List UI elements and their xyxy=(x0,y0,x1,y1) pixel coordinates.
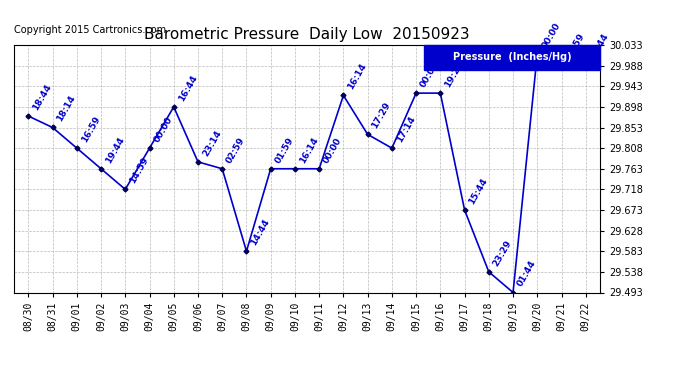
Text: 00:00: 00:00 xyxy=(322,136,344,165)
Text: 16:14: 16:14 xyxy=(297,135,320,165)
Text: 16:44: 16:44 xyxy=(177,73,199,103)
Text: 01:59: 01:59 xyxy=(273,135,295,165)
Text: 18:44: 18:44 xyxy=(31,82,53,112)
Title: Barometric Pressure  Daily Low  20150923: Barometric Pressure Daily Low 20150923 xyxy=(144,27,470,42)
Text: 01:44: 01:44 xyxy=(516,259,538,288)
Bar xyxy=(424,45,600,70)
Text: 17:29: 17:29 xyxy=(371,101,393,130)
Text: 00:00: 00:00 xyxy=(152,115,174,144)
Text: Copyright 2015 Cartronics.com: Copyright 2015 Cartronics.com xyxy=(14,25,166,35)
Text: 18:14: 18:14 xyxy=(55,94,77,123)
Text: 00:44: 00:44 xyxy=(589,32,611,62)
Text: 00:00: 00:00 xyxy=(419,60,441,89)
Text: 23:14: 23:14 xyxy=(201,128,223,158)
Text: 02:59: 02:59 xyxy=(225,135,247,165)
Text: 19:44: 19:44 xyxy=(104,135,126,165)
Text: 17:14: 17:14 xyxy=(395,114,417,144)
Text: 19:29: 19:29 xyxy=(443,60,465,89)
Text: 14:59: 14:59 xyxy=(128,156,150,185)
Text: 15:59: 15:59 xyxy=(564,32,586,62)
Text: 00:00: 00:00 xyxy=(540,21,562,50)
Text: Pressure  (Inches/Hg): Pressure (Inches/Hg) xyxy=(453,53,571,62)
Text: 16:59: 16:59 xyxy=(79,114,101,144)
Text: 16:14: 16:14 xyxy=(346,62,368,91)
Text: 15:44: 15:44 xyxy=(467,176,490,206)
Text: 14:44: 14:44 xyxy=(249,217,272,247)
Text: 23:29: 23:29 xyxy=(491,238,514,268)
